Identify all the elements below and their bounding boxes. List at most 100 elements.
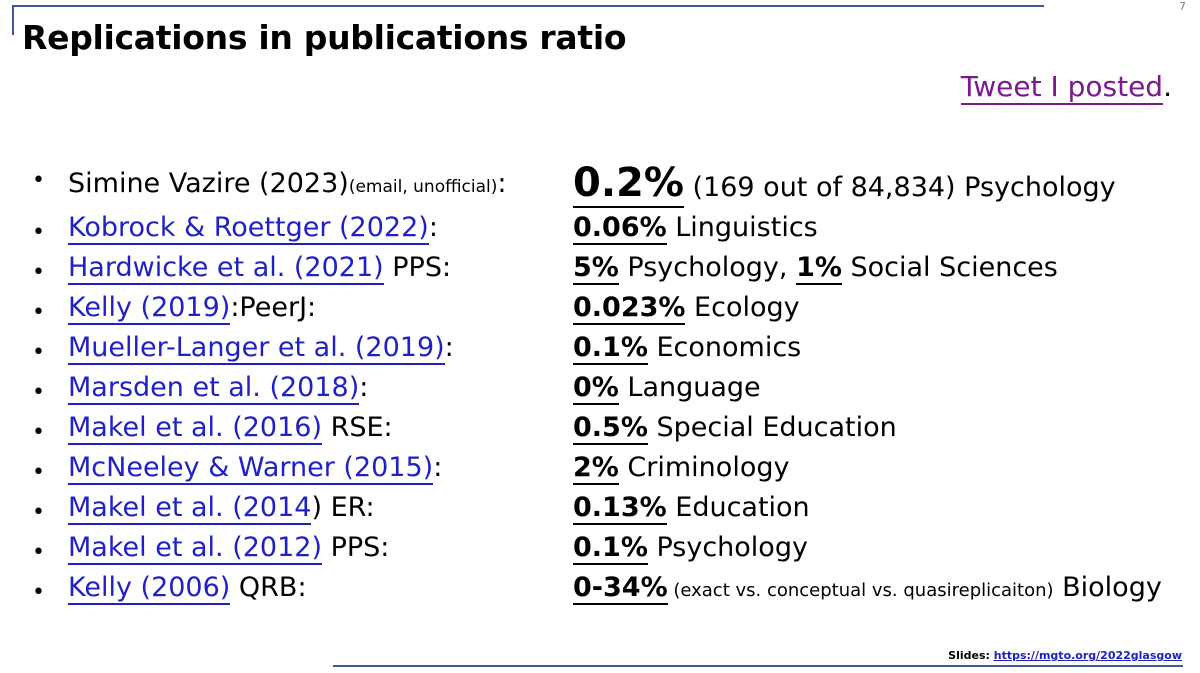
source-after: : — [444, 332, 454, 363]
slide-number: 7 — [1179, 0, 1186, 13]
source-link[interactable]: Kelly (2019) — [68, 292, 231, 325]
bullet: • — [32, 420, 45, 445]
top-rule — [12, 5, 1044, 7]
list-item: • Kelly (2019):PeerJ: 0.023% Ecology — [0, 292, 1200, 332]
bullet: • — [32, 460, 45, 485]
list-item: • Simine Vazire (2023)(email, unofficial… — [0, 160, 1200, 208]
percentage: 0.5% — [573, 412, 648, 445]
slides-label: Slides: — [948, 649, 990, 662]
tweet-note: Tweet I posted. — [960, 70, 1172, 105]
result-field: Language — [618, 372, 761, 403]
source-link[interactable]: Makel et al. (2014 — [68, 492, 312, 525]
source-link[interactable]: Makel et al. (2012) — [68, 532, 322, 565]
source-cell: Makel et al. (2014) ER: — [68, 492, 375, 525]
source-after: : — [428, 212, 438, 243]
source-after: RSE: — [321, 412, 393, 443]
source-after: : — [497, 168, 507, 199]
percentage: 0.06% — [573, 212, 667, 245]
page-title: Replications in publications ratio — [22, 18, 627, 57]
percentage: 0.023% — [573, 292, 686, 325]
list-item: • Mueller-Langer et al. (2019): 0.1% Eco… — [0, 332, 1200, 372]
bullet: • — [32, 260, 45, 285]
source-link[interactable]: Marsden et al. (2018) — [68, 372, 360, 405]
source-after: ) ER: — [311, 492, 375, 523]
result-cell: 0.06% Linguistics — [573, 212, 818, 245]
bullet: • — [32, 220, 45, 245]
source-after: : — [359, 372, 369, 403]
result-field: Special Education — [647, 412, 897, 443]
percentage: 0.1% — [573, 332, 648, 365]
bullet: • — [32, 380, 45, 405]
list-item: • Kobrock & Roettger (2022): 0.06% Lingu… — [0, 212, 1200, 252]
source-cell: Kelly (2006) QRB: — [68, 572, 307, 605]
slides-footer: Slides: https://mgto.org/2022glasgow — [948, 649, 1182, 662]
bottom-rule — [333, 665, 1183, 667]
result-field: Psychology — [647, 532, 808, 563]
result-field: Psychology, — [618, 252, 797, 283]
bullet: • — [32, 168, 45, 193]
result-field: Criminology — [618, 452, 790, 483]
source-cell: Marsden et al. (2018): — [68, 372, 369, 405]
result-field-secondary: Social Sciences — [841, 252, 1058, 283]
tweet-suffix: . — [1163, 70, 1172, 103]
list-item: • Makel et al. (2014) ER: 0.13% Educatio… — [0, 492, 1200, 532]
percentage: 0.13% — [573, 492, 667, 525]
percentage-secondary: 1% — [796, 252, 842, 285]
percentage: 0.1% — [573, 532, 648, 565]
source-link[interactable]: Hardwicke et al. (2021) — [68, 252, 384, 285]
list-item: • Makel et al. (2016) RSE: 0.5% Special … — [0, 412, 1200, 452]
source-cell: Kobrock & Roettger (2022): — [68, 212, 438, 245]
source-cell: Makel et al. (2016) RSE: — [68, 412, 393, 445]
bullet: • — [32, 340, 45, 365]
source-link[interactable]: Kelly (2006) — [68, 572, 231, 605]
result-cell: 0.1% Psychology — [573, 532, 808, 565]
source-cell: Kelly (2019):PeerJ: — [68, 292, 317, 325]
slides-link[interactable]: https://mgto.org/2022glasgow — [993, 649, 1182, 662]
result-field: Biology — [1053, 572, 1162, 603]
result-field: Economics — [647, 332, 802, 363]
result-cell: 2% Criminology — [573, 452, 790, 485]
source-cell: Simine Vazire (2023)(email, unofficial): — [68, 168, 507, 199]
left-tick — [12, 5, 14, 35]
result-cell: 0.5% Special Education — [573, 412, 897, 445]
source-link[interactable]: Mueller-Langer et al. (2019) — [68, 332, 445, 365]
result-field: Education — [666, 492, 810, 523]
result-cell: 0.023% Ecology — [573, 292, 800, 325]
list-item: • Marsden et al. (2018): 0% Language — [0, 372, 1200, 412]
result-field: Linguistics — [666, 212, 818, 243]
source-name: Simine Vazire (2023) — [68, 168, 349, 199]
result-note: (exact vs. conceptual vs. quasireplicait… — [667, 580, 1054, 601]
list-item: • Hardwicke et al. (2021) PPS: 5% Psycho… — [0, 252, 1200, 292]
source-cell: McNeeley & Warner (2015): — [68, 452, 443, 485]
result-detail: (169 out of 84,834) Psychology — [683, 172, 1116, 203]
tweet-link[interactable]: Tweet I posted — [960, 70, 1164, 105]
bullet: • — [32, 540, 45, 565]
bullet: • — [32, 580, 45, 605]
source-cell: Hardwicke et al. (2021) PPS: — [68, 252, 452, 285]
percentage: 5% — [573, 252, 619, 285]
list-item: • Makel et al. (2012) PPS: 0.1% Psycholo… — [0, 532, 1200, 572]
result-cell: 0.1% Economics — [573, 332, 802, 365]
source-note: (email, unofficial) — [348, 177, 498, 197]
result-cell: 0.13% Education — [573, 492, 810, 525]
source-link[interactable]: Kobrock & Roettger (2022) — [68, 212, 429, 245]
bullet: • — [32, 500, 45, 525]
source-after: QRB: — [230, 572, 307, 603]
source-cell: Mueller-Langer et al. (2019): — [68, 332, 454, 365]
source-after: PPS: — [321, 532, 390, 563]
source-after: PPS: — [383, 252, 452, 283]
list-item: • Kelly (2006) QRB: 0-34% (exact vs. con… — [0, 572, 1200, 612]
source-after: : — [433, 452, 443, 483]
percentage: 0-34% — [573, 572, 668, 605]
source-after: :PeerJ: — [230, 292, 317, 323]
source-link[interactable]: Makel et al. (2016) — [68, 412, 322, 445]
bullet: • — [32, 300, 45, 325]
source-cell: Makel et al. (2012) PPS: — [68, 532, 390, 565]
source-link[interactable]: McNeeley & Warner (2015) — [68, 452, 434, 485]
result-cell: 5% Psychology, 1% Social Sciences — [573, 252, 1058, 285]
percentage: 0.2% — [573, 160, 684, 208]
result-cell: 0.2% (169 out of 84,834) Psychology — [573, 160, 1116, 208]
percentage: 2% — [573, 452, 619, 485]
result-cell: 0-34% (exact vs. conceptual vs. quasirep… — [573, 572, 1162, 605]
result-field: Ecology — [685, 292, 800, 323]
